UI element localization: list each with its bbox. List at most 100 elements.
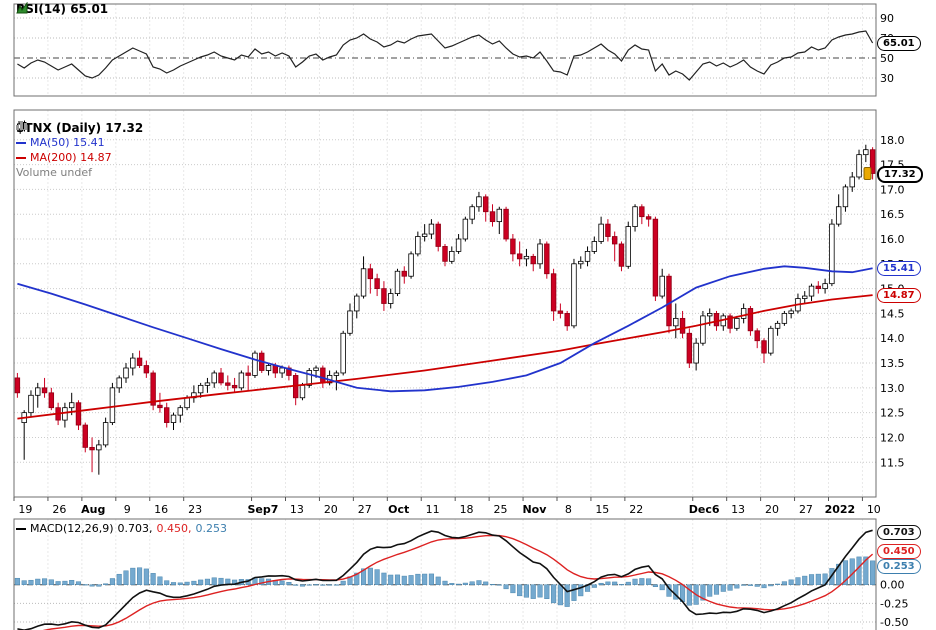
candle-up xyxy=(455,238,462,252)
histogram-bar xyxy=(143,568,149,585)
candle-down xyxy=(652,218,659,297)
histogram-bar xyxy=(537,584,543,598)
candle-up xyxy=(279,367,285,374)
macd-panel: 0.00 -0.25 -0.50 xyxy=(13,518,908,630)
date-label: 27 xyxy=(799,503,813,516)
candle-up xyxy=(829,223,835,285)
volume-icon xyxy=(16,121,27,130)
histogram-bar xyxy=(442,580,448,585)
macd-axis-label: -0.50 xyxy=(880,616,908,629)
date-label: 13 xyxy=(731,503,745,516)
rsi-panel: 90705030 xyxy=(13,3,894,97)
candle-up xyxy=(306,370,312,386)
candle-up xyxy=(35,387,41,396)
histogram-bar xyxy=(761,584,767,589)
candle-up xyxy=(415,236,421,255)
candle-up xyxy=(802,295,808,299)
histogram-bar xyxy=(116,573,122,585)
candle-down xyxy=(516,253,523,260)
histogram-bar xyxy=(89,584,95,587)
candle-up xyxy=(856,154,862,178)
candle-up xyxy=(632,206,638,227)
price-panel: 18.017.517.016.516.015.515.014.514.013.5… xyxy=(13,109,905,498)
histogram-bar xyxy=(333,584,339,586)
price-legend: $TNX (Daily) 17.32 MA(50) 15.41 MA(200) … xyxy=(16,120,143,180)
macd-histogram xyxy=(14,556,876,607)
candle-up xyxy=(449,251,455,262)
candle-up xyxy=(768,327,774,354)
candle-down xyxy=(611,236,618,245)
candle-up xyxy=(197,384,204,394)
histogram-bar xyxy=(218,577,224,585)
candle-up xyxy=(102,422,109,446)
histogram-bar xyxy=(754,584,760,587)
histogram-bar xyxy=(191,580,197,585)
histogram-bar xyxy=(612,581,618,585)
histogram-bar xyxy=(788,579,794,585)
candle-down xyxy=(225,382,231,386)
histogram-bar xyxy=(211,577,217,585)
histogram-bar xyxy=(530,584,536,599)
candle-up xyxy=(774,322,781,329)
histogram-bar xyxy=(286,582,292,585)
histogram-bar xyxy=(428,573,434,585)
candle-up xyxy=(734,317,740,329)
histogram-bar xyxy=(571,584,577,601)
candle-down xyxy=(245,372,251,376)
axis-badge: 0.253 xyxy=(877,558,921,574)
date-label: 18 xyxy=(460,503,474,516)
date-label: Aug xyxy=(81,503,105,516)
histogram-bar xyxy=(306,584,312,586)
candle-up xyxy=(496,208,502,223)
date-label: 15 xyxy=(595,503,609,516)
date-label: Oct xyxy=(388,503,409,516)
candle-down xyxy=(442,246,448,262)
candle-down xyxy=(666,275,672,327)
price-axis-label: 13.5 xyxy=(880,357,905,370)
histogram-bar xyxy=(137,567,143,585)
histogram-bar xyxy=(503,584,509,590)
candle-down xyxy=(761,340,767,354)
candle-up xyxy=(659,275,665,297)
histogram-bar xyxy=(82,584,88,586)
candle-down xyxy=(82,424,88,448)
histogram-bar xyxy=(483,581,489,585)
histogram-bar xyxy=(415,573,421,585)
date-label: 20 xyxy=(324,503,338,516)
candle-up xyxy=(808,285,815,297)
date-label: Sep7 xyxy=(247,503,278,516)
candle-down xyxy=(89,446,95,451)
macd-line xyxy=(17,529,873,630)
histogram-bar xyxy=(456,583,462,585)
histogram-bar xyxy=(381,572,387,585)
candle-down xyxy=(544,243,550,275)
candle-down xyxy=(367,268,374,280)
macd-signal-line xyxy=(42,534,874,630)
candle-up xyxy=(347,310,353,334)
histogram-bar xyxy=(313,584,319,586)
candle-up xyxy=(116,377,122,389)
histogram-bar xyxy=(646,578,652,585)
candle-down xyxy=(48,392,55,409)
macd-legend: MACD(12,26,9) 0.703, 0.450, 0.253 xyxy=(16,521,227,536)
macd-line-swatch xyxy=(16,527,26,530)
candle-up xyxy=(130,357,136,369)
candle-down xyxy=(272,365,279,374)
histogram-bar xyxy=(720,584,726,592)
candle-up xyxy=(388,293,394,304)
candle-up xyxy=(360,268,367,297)
macd-legend-title: MACD(12,26,9) xyxy=(30,522,114,535)
histogram-bar xyxy=(279,580,285,585)
histogram-bar xyxy=(557,584,563,606)
histogram-bar xyxy=(48,579,54,585)
histogram-bar xyxy=(700,584,706,601)
candle-down xyxy=(754,330,760,342)
candle-down xyxy=(320,367,326,384)
candle-down xyxy=(645,216,652,220)
histogram-bar xyxy=(184,581,190,585)
candle-up xyxy=(238,372,245,389)
histogram-bar xyxy=(435,576,441,585)
volume-legend-label: Volume undef xyxy=(16,166,92,179)
candle-down xyxy=(605,223,611,237)
candle-down xyxy=(557,310,564,314)
